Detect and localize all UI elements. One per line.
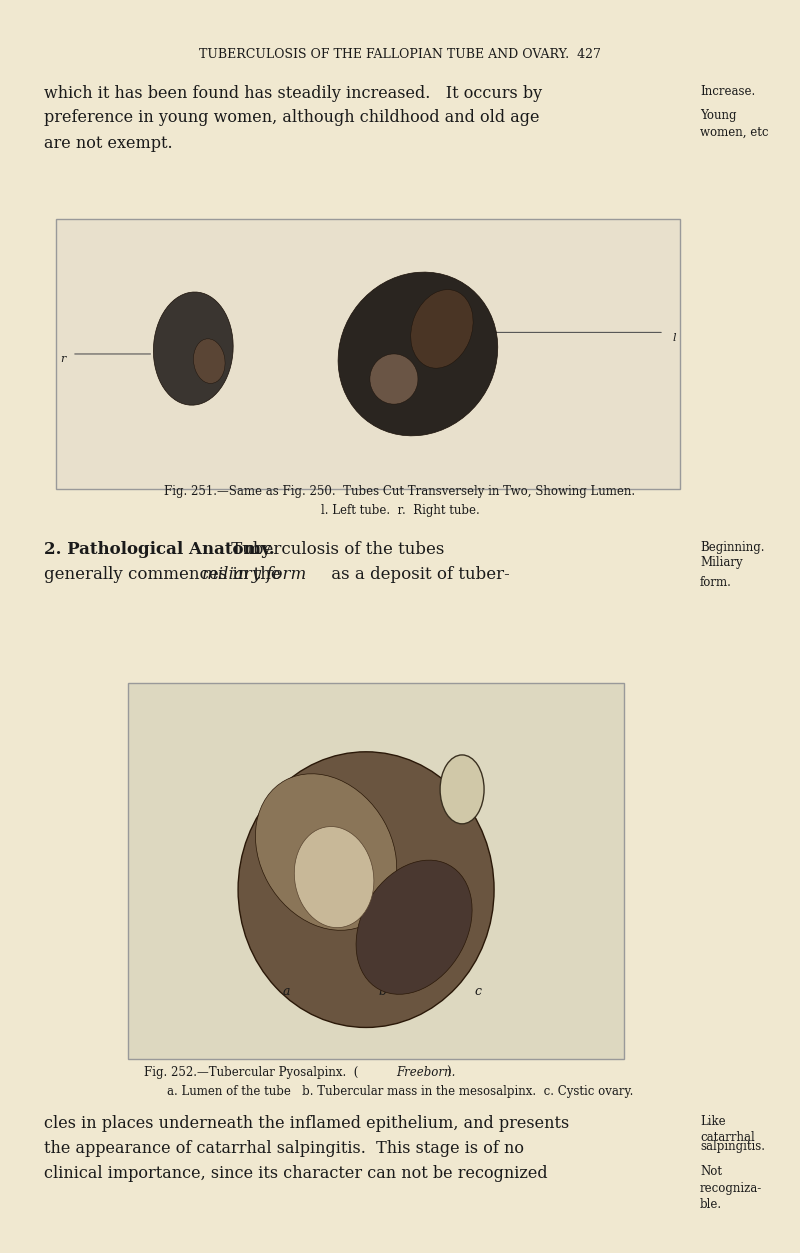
Text: ble.: ble.	[700, 1198, 722, 1210]
Text: Beginning.: Beginning.	[700, 541, 765, 554]
Text: Like: Like	[700, 1115, 726, 1128]
Text: ): )	[446, 1066, 451, 1079]
Ellipse shape	[338, 272, 498, 436]
Text: 2. Pathological Anatomy.: 2. Pathological Anatomy.	[44, 541, 274, 559]
Text: the appearance of catarrhal salpingitis.  This stage is of no: the appearance of catarrhal salpingitis.…	[44, 1140, 524, 1158]
Text: miliary form: miliary form	[202, 566, 306, 584]
Text: which it has been found has steadily increased.   It occurs by: which it has been found has steadily inc…	[44, 85, 542, 103]
Ellipse shape	[194, 338, 225, 383]
Ellipse shape	[154, 292, 233, 405]
Text: Freeborn.: Freeborn.	[396, 1066, 455, 1079]
Text: as a deposit of tuber-: as a deposit of tuber-	[326, 566, 510, 584]
Ellipse shape	[294, 827, 374, 927]
Text: recogniza-: recogniza-	[700, 1182, 762, 1194]
Text: Miliary: Miliary	[700, 556, 742, 569]
Ellipse shape	[440, 756, 484, 824]
Text: l. Left tube.  r.  Right tube.: l. Left tube. r. Right tube.	[321, 504, 479, 516]
Text: Fig. 252.—Tubercular Pyosalpinx.  (: Fig. 252.—Tubercular Pyosalpinx. (	[144, 1066, 358, 1079]
Text: cles in places underneath the inflamed epithelium, and presents: cles in places underneath the inflamed e…	[44, 1115, 570, 1133]
Text: salpingitis.: salpingitis.	[700, 1140, 765, 1153]
Text: Young: Young	[700, 109, 737, 122]
Text: are not exempt.: are not exempt.	[44, 135, 173, 153]
Text: women, etc: women, etc	[700, 125, 769, 138]
Ellipse shape	[255, 774, 397, 930]
Text: Fig. 251.—Same as Fig. 250.  Tubes Cut Transversely in Two, Showing Lumen.: Fig. 251.—Same as Fig. 250. Tubes Cut Tr…	[165, 485, 635, 497]
Text: Increase.: Increase.	[700, 85, 755, 98]
Text: generally commences in the: generally commences in the	[44, 566, 286, 584]
Text: Tuberculosis of the tubes: Tuberculosis of the tubes	[226, 541, 444, 559]
Text: catarrhal: catarrhal	[700, 1131, 754, 1144]
Text: r: r	[60, 355, 66, 365]
Ellipse shape	[238, 752, 494, 1027]
Ellipse shape	[410, 289, 473, 368]
Text: TUBERCULOSIS OF THE FALLOPIAN TUBE AND OVARY.  427: TUBERCULOSIS OF THE FALLOPIAN TUBE AND O…	[199, 48, 601, 60]
Bar	[56, 219, 680, 489]
Text: preference in young women, although childhood and old age: preference in young women, although chil…	[44, 109, 539, 127]
Text: a. Lumen of the tube   b. Tubercular mass in the mesosalpinx.  c. Cystic ovary.: a. Lumen of the tube b. Tubercular mass …	[167, 1085, 633, 1098]
Text: b: b	[378, 985, 386, 997]
Ellipse shape	[370, 355, 418, 405]
Text: form.: form.	[700, 576, 732, 589]
Text: a: a	[282, 985, 290, 997]
Text: c: c	[474, 985, 482, 997]
Bar	[128, 683, 624, 1059]
Text: clinical importance, since its character can not be recognized: clinical importance, since its character…	[44, 1165, 548, 1183]
Text: Not: Not	[700, 1165, 722, 1178]
Ellipse shape	[356, 860, 472, 995]
Text: l: l	[673, 333, 676, 343]
